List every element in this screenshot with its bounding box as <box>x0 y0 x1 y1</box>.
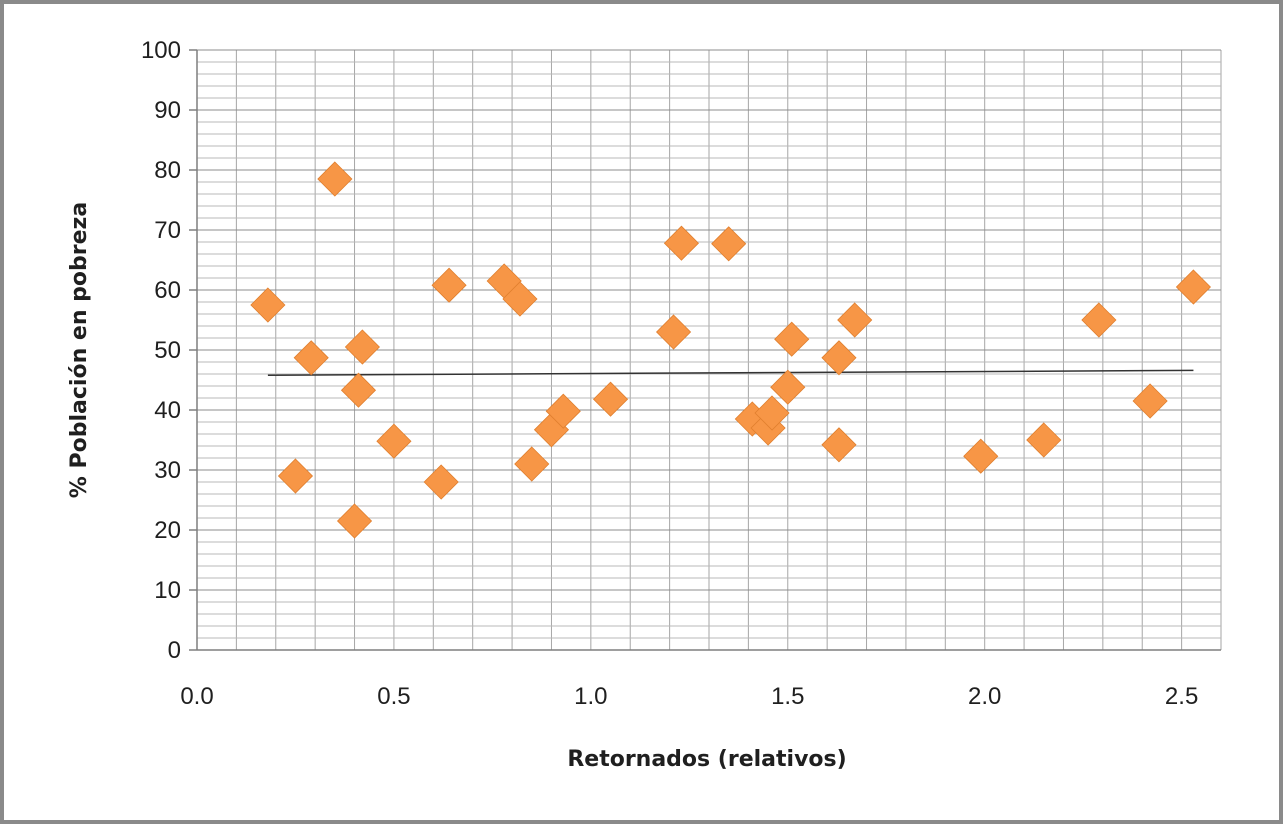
data-point <box>277 458 314 494</box>
x-tick-label: 0.0 <box>180 683 213 710</box>
data-point <box>1132 383 1168 419</box>
data-point <box>754 395 790 431</box>
y-tick-label: 20 <box>154 517 181 544</box>
x-tick-label: 1.0 <box>574 683 607 710</box>
y-tick-label: 80 <box>154 157 181 184</box>
data-point <box>376 423 412 459</box>
trendline <box>267 369 1194 376</box>
data-points <box>250 161 1211 539</box>
data-point <box>774 321 810 357</box>
data-point <box>1081 302 1117 338</box>
data-point <box>711 226 747 262</box>
data-point <box>821 427 857 463</box>
y-tick-label: 90 <box>154 97 181 124</box>
data-point <box>336 503 373 539</box>
y-tick-label: 0 <box>168 637 181 664</box>
x-tick-label: 0.5 <box>377 683 410 710</box>
data-point <box>663 225 699 261</box>
data-point <box>770 369 806 405</box>
x-tick-labels: 0.0 0.5 1.0 1.5 2.0 2.5 <box>180 683 1198 710</box>
data-point <box>837 302 873 338</box>
y-tick-label: 40 <box>154 397 181 424</box>
x-tick-label: 2.5 <box>1165 683 1198 710</box>
y-axis-title: % Población en pobreza <box>67 202 92 498</box>
data-point <box>592 381 629 417</box>
x-tick-label: 2.0 <box>968 683 1001 710</box>
data-point <box>344 329 380 365</box>
data-point <box>317 161 353 197</box>
data-point <box>293 340 329 376</box>
y-tick-label: 30 <box>154 457 181 484</box>
y-tick-label: 100 <box>141 37 181 64</box>
data-point <box>514 446 550 482</box>
trendline-layer <box>267 369 1194 376</box>
y-tick-label: 50 <box>154 337 181 364</box>
axes <box>189 49 1221 651</box>
y-tick-label: 10 <box>154 577 181 604</box>
scatter-chart: 0.0 0.5 1.0 1.5 2.0 2.5 0 10 20 30 40 50 60 70 80 90 10… <box>67 37 1222 772</box>
x-tick-label: 1.5 <box>771 683 804 710</box>
data-point <box>545 393 581 429</box>
data-point <box>340 372 377 408</box>
x-axis-title: Retornados (relativos) <box>567 747 846 772</box>
data-point <box>1175 269 1211 305</box>
gridlines <box>197 49 1222 650</box>
data-point <box>821 340 857 376</box>
data-point <box>963 438 999 474</box>
y-tick-label: 60 <box>154 277 181 304</box>
data-point <box>502 281 538 317</box>
data-point <box>655 314 692 350</box>
y-tick-label: 70 <box>154 217 181 244</box>
data-point <box>431 267 467 303</box>
data-point <box>423 464 459 500</box>
y-tick-labels: 0 10 20 30 40 50 60 70 80 90 100 <box>141 37 181 664</box>
data-point <box>250 287 286 323</box>
data-point <box>1026 422 1062 458</box>
